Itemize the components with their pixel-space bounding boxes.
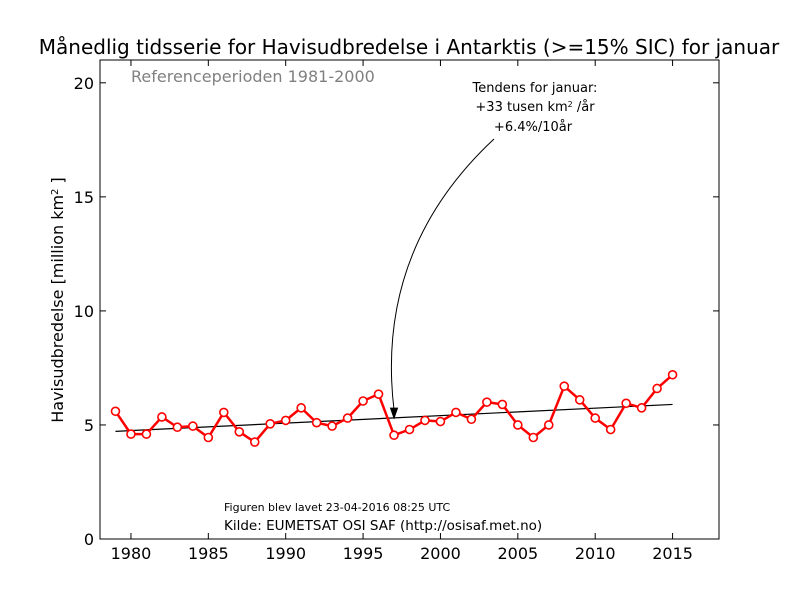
data-point	[157, 412, 167, 422]
data-point	[188, 421, 198, 431]
chart-title: Månedlig tidsserie for Havisudbredelse i…	[39, 35, 780, 59]
x-tick-label: 1995	[343, 544, 384, 563]
y-tick-label: 20	[74, 74, 94, 93]
data-point	[265, 419, 276, 429]
data-point	[435, 416, 446, 427]
data-point	[667, 369, 678, 380]
annotation-line1: Tendens for januar:	[472, 81, 598, 96]
axis-ticks	[100, 60, 719, 540]
data-point	[249, 437, 260, 447]
data-point	[373, 389, 384, 399]
footer-source: Kilde: EUMETSAT OSI SAF (http://osisaf.m…	[224, 518, 542, 534]
data-point	[652, 383, 662, 394]
y-axis-label: Havisudbredelse [million km2 ]	[48, 177, 67, 423]
data-point	[574, 395, 585, 405]
x-tick-label: 2015	[652, 544, 693, 563]
data-point	[203, 432, 214, 443]
x-tick-label: 2010	[575, 544, 616, 563]
annotation-arrow	[391, 138, 495, 411]
data-point	[605, 424, 616, 435]
data-point	[219, 407, 229, 418]
data-point	[327, 421, 337, 431]
data-point	[590, 413, 601, 423]
data-point	[513, 420, 523, 430]
y-axis-label-sup: 2	[50, 189, 61, 195]
data-point	[497, 399, 508, 410]
annotation-line2-a: +33 tusen km	[475, 100, 567, 115]
trend-annotation: Tendens for januar: +33 tusen km2 /år +6…	[389, 81, 598, 420]
data-point	[559, 381, 570, 391]
plot-frame	[99, 59, 720, 540]
annotation-line3: +6.4%/10år	[494, 120, 573, 135]
data-point	[141, 429, 152, 439]
y-tick-label: 5	[84, 416, 94, 435]
annotation-line2-sup: 2	[568, 100, 573, 109]
y-tick-label: 15	[74, 188, 94, 207]
data-point	[296, 403, 306, 413]
annotation-arrowhead	[389, 407, 399, 420]
data-point	[110, 406, 121, 417]
y-axis-label-end: ]	[48, 177, 67, 188]
data-point	[543, 420, 554, 430]
x-tick-label: 1990	[265, 544, 306, 563]
y-tick-label: 10	[74, 302, 94, 321]
data-point	[466, 414, 477, 425]
data-point	[234, 426, 245, 437]
data-point	[126, 429, 136, 439]
y-axis-label-main: Havisudbredelse [million km	[48, 195, 67, 423]
data-point	[404, 424, 415, 435]
reference-period-label: Referenceperioden 1981-2000	[131, 67, 375, 86]
data-point	[451, 407, 461, 418]
data-point	[342, 413, 353, 423]
x-tick-label: 2000	[420, 544, 461, 563]
data-point	[636, 403, 647, 413]
y-tick-label: 0	[84, 530, 94, 549]
data-point	[528, 432, 539, 443]
annotation-line2: +33 tusen km2 /år	[475, 100, 595, 116]
annotation-line2-b: /år	[573, 100, 595, 115]
data-point	[621, 398, 631, 409]
data-point	[311, 417, 322, 428]
footer-generated: Figuren blev lavet 23-04-2016 08:25 UTC	[224, 501, 450, 514]
data-point	[172, 422, 183, 433]
data-point	[280, 415, 291, 426]
x-tick-label: 2005	[497, 544, 538, 563]
x-tick-label: 1980	[111, 544, 152, 563]
data-points	[110, 369, 678, 447]
tick-labels: 1980 1985 1990 1995 2000 2005 2010 2015 0 5 10 15 20	[74, 74, 693, 563]
data-point	[482, 397, 492, 407]
data-point	[389, 430, 399, 441]
data-point	[358, 396, 368, 406]
x-tick-label: 1985	[188, 544, 229, 563]
data-point	[420, 415, 430, 426]
